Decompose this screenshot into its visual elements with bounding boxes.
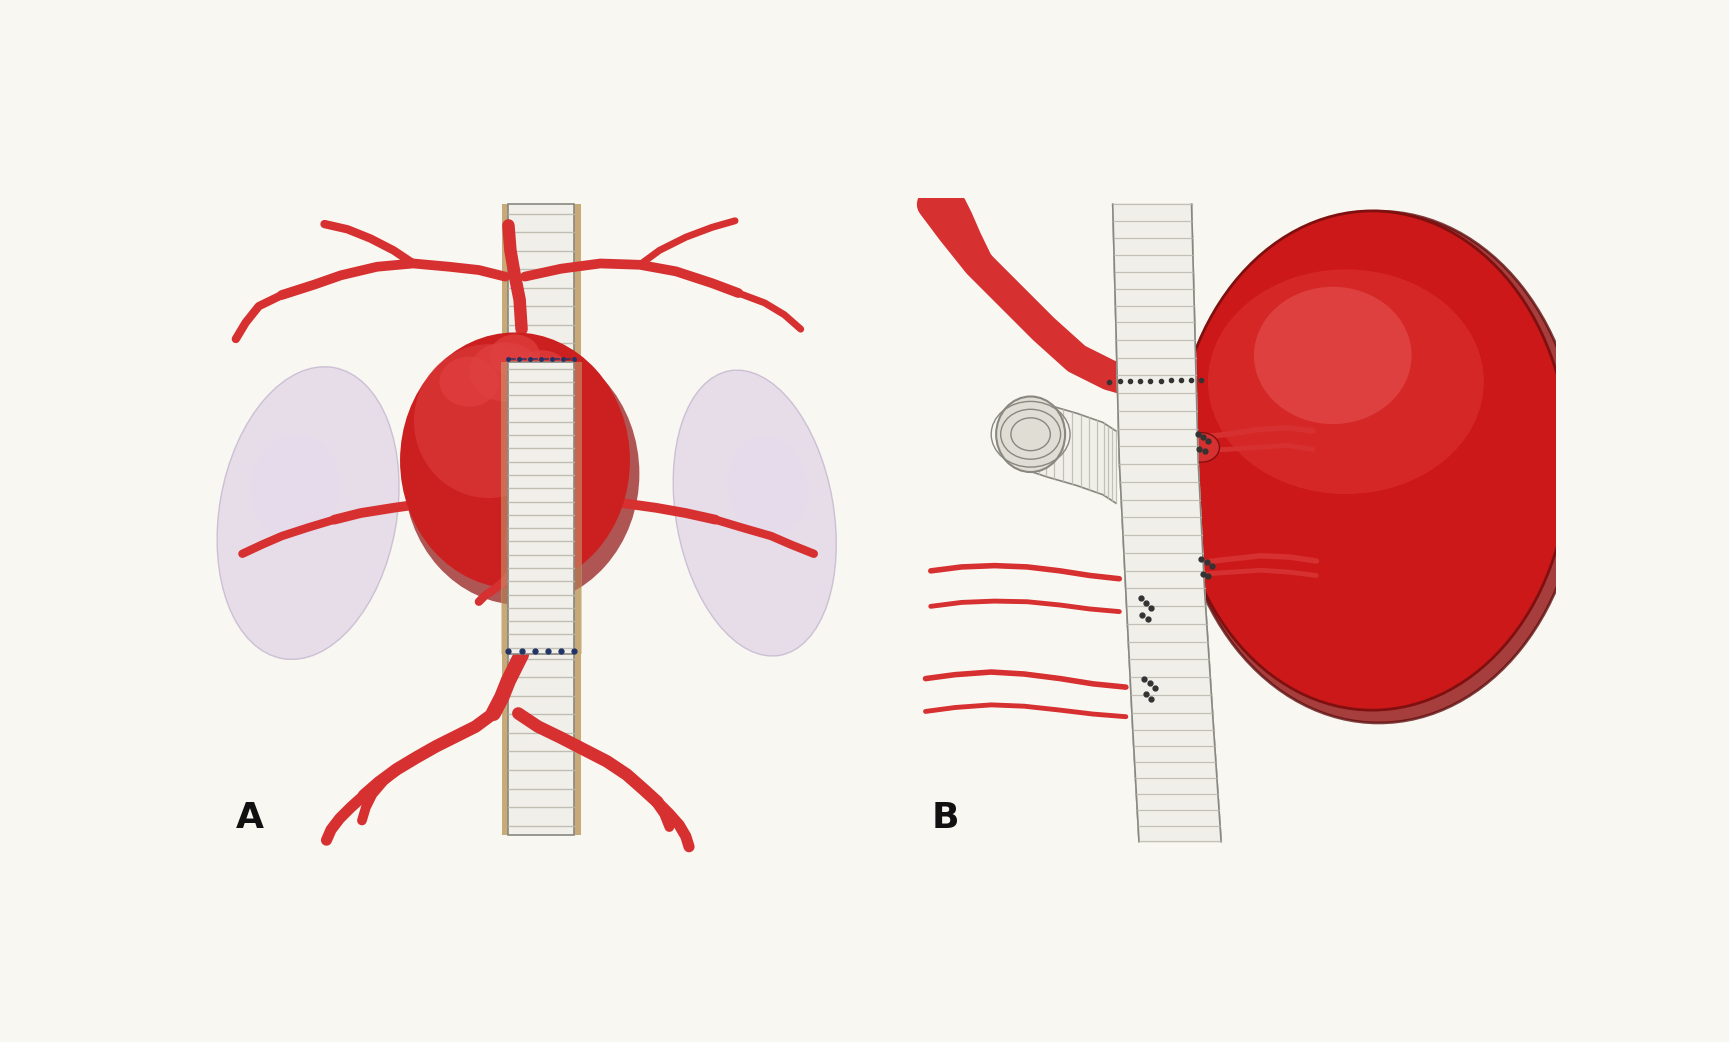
Ellipse shape bbox=[673, 370, 837, 656]
Text: A: A bbox=[235, 801, 265, 835]
Ellipse shape bbox=[1176, 210, 1570, 711]
Ellipse shape bbox=[489, 334, 539, 376]
Ellipse shape bbox=[512, 350, 571, 400]
Ellipse shape bbox=[1254, 287, 1411, 424]
Ellipse shape bbox=[399, 332, 629, 589]
Ellipse shape bbox=[218, 367, 399, 660]
Polygon shape bbox=[1113, 204, 1221, 842]
Ellipse shape bbox=[1209, 270, 1483, 494]
Ellipse shape bbox=[728, 437, 807, 537]
FancyBboxPatch shape bbox=[501, 204, 581, 835]
Ellipse shape bbox=[996, 397, 1065, 472]
Ellipse shape bbox=[439, 356, 498, 406]
FancyBboxPatch shape bbox=[500, 362, 583, 654]
Polygon shape bbox=[1113, 204, 1221, 842]
FancyBboxPatch shape bbox=[508, 362, 574, 654]
Ellipse shape bbox=[469, 342, 541, 401]
Ellipse shape bbox=[1183, 432, 1219, 463]
Polygon shape bbox=[1027, 398, 1115, 503]
Ellipse shape bbox=[405, 343, 640, 605]
FancyBboxPatch shape bbox=[508, 204, 574, 835]
Ellipse shape bbox=[413, 344, 564, 498]
Text: B: B bbox=[932, 801, 960, 835]
Ellipse shape bbox=[251, 436, 339, 539]
Ellipse shape bbox=[1177, 212, 1580, 723]
